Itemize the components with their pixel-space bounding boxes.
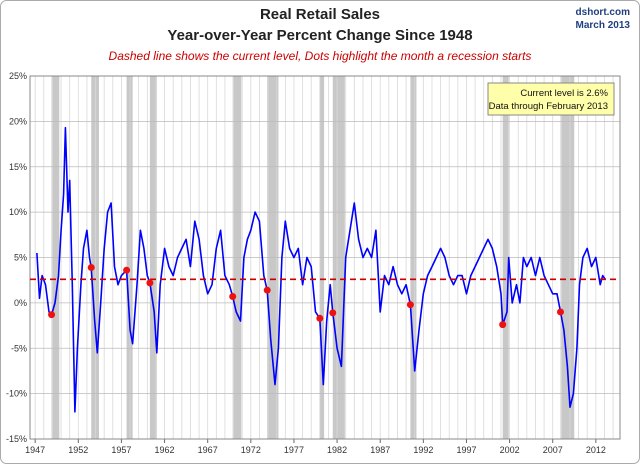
y-tick-label: 15%: [9, 162, 27, 172]
y-tick-label: -10%: [6, 389, 27, 399]
recession-dot: [146, 279, 154, 287]
recession-dot: [87, 263, 95, 271]
recession-dot: [316, 314, 324, 322]
data-line: [36, 126, 606, 413]
y-tick-label: 20%: [9, 116, 27, 126]
plot-border: [29, 75, 621, 440]
recession-dot: [556, 308, 564, 316]
x-tick-label: 2007: [543, 445, 563, 455]
x-tick-label: 1972: [241, 445, 261, 455]
annotation-text: Data through February 2013: [489, 101, 608, 112]
title-line-1: Real Retail Sales: [260, 6, 380, 23]
recession-dot: [229, 293, 237, 301]
recession-dot: [263, 286, 271, 294]
recession-dot: [48, 311, 56, 319]
x-tick-label: 1977: [284, 445, 304, 455]
title-line-2: Year-over-Year Percent Change Since 1948: [167, 27, 472, 44]
source: dshort.com: [576, 7, 631, 18]
y-tick-label: -5%: [11, 343, 27, 353]
x-tick-label: 1947: [25, 445, 45, 455]
x-tick-label: 1952: [68, 445, 88, 455]
date: March 2013: [576, 20, 631, 31]
recession-dot: [406, 301, 414, 309]
x-tick-label: 1997: [456, 445, 476, 455]
x-tick-label: 1957: [111, 445, 131, 455]
y-tick-label: 0%: [14, 298, 27, 308]
annotation-box: [487, 82, 615, 116]
x-tick-label: 1992: [413, 445, 433, 455]
x-tick-label: 1962: [155, 445, 175, 455]
recession-dot: [329, 309, 337, 317]
recession-dot: [499, 321, 507, 329]
recession-dot: [123, 266, 131, 274]
x-tick-label: 2002: [500, 445, 520, 455]
x-tick-label: 2012: [586, 445, 606, 455]
x-tick-label: 1987: [370, 445, 390, 455]
y-tick-label: -15%: [6, 434, 27, 444]
y-tick-label: 10%: [9, 207, 27, 217]
x-tick-label: 1982: [327, 445, 347, 455]
subtitle: Dashed line shows the current level, Dot…: [109, 49, 532, 63]
y-tick-label: 5%: [14, 253, 27, 263]
y-tick-label: 25%: [9, 71, 27, 81]
annotation-text: Current level is 2.6%: [520, 88, 608, 99]
x-tick-label: 1967: [198, 445, 218, 455]
